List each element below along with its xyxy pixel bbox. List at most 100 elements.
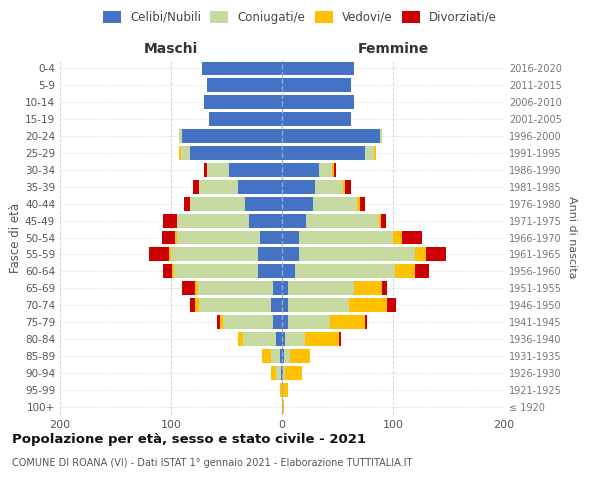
Bar <box>196 282 197 295</box>
Bar <box>190 298 196 312</box>
Bar <box>257 248 282 262</box>
Bar <box>379 214 381 228</box>
Bar <box>365 146 374 160</box>
Bar <box>282 230 299 244</box>
Bar <box>380 129 382 143</box>
Bar <box>284 349 290 363</box>
Bar <box>395 264 415 278</box>
Bar <box>181 146 190 160</box>
Bar <box>277 332 282 346</box>
Bar <box>206 78 282 92</box>
Bar <box>271 366 277 380</box>
Bar <box>262 349 271 363</box>
Bar <box>171 248 257 262</box>
Text: Femmine: Femmine <box>358 42 428 56</box>
Bar <box>290 349 310 363</box>
Bar <box>281 366 282 380</box>
Bar <box>282 197 313 210</box>
Bar <box>282 382 287 396</box>
Bar <box>295 264 395 278</box>
Bar <box>238 332 243 346</box>
Bar <box>282 163 319 177</box>
Bar <box>282 248 299 262</box>
Bar <box>176 214 249 228</box>
Text: COMUNE DI ROANA (VI) - Dati ISTAT 1° gennaio 2021 - Elaborazione TUTTITALIA.IT: COMUNE DI ROANA (VI) - Dati ISTAT 1° gen… <box>12 458 412 468</box>
Bar <box>299 230 393 244</box>
Bar <box>271 298 282 312</box>
Bar <box>319 163 332 177</box>
Bar <box>282 214 307 228</box>
Bar <box>179 129 182 143</box>
Bar <box>176 230 260 244</box>
Bar <box>316 180 343 194</box>
Bar <box>209 112 282 126</box>
Bar <box>163 214 176 228</box>
Bar <box>245 197 282 210</box>
Bar <box>282 400 284 413</box>
Bar <box>282 332 286 346</box>
Bar <box>179 146 181 160</box>
Bar <box>182 282 196 295</box>
Bar <box>330 315 365 329</box>
Bar <box>282 112 351 126</box>
Bar <box>282 298 287 312</box>
Bar <box>273 282 282 295</box>
Bar <box>277 366 281 380</box>
Bar <box>360 197 365 210</box>
Text: Popolazione per età, sesso e stato civile - 2021: Popolazione per età, sesso e stato civil… <box>12 432 366 446</box>
Bar <box>332 163 334 177</box>
Bar <box>271 349 280 363</box>
Y-axis label: Fasce di età: Fasce di età <box>9 202 22 272</box>
Bar <box>381 214 386 228</box>
Bar <box>223 315 273 329</box>
Bar <box>313 197 358 210</box>
Bar <box>282 62 354 76</box>
Bar <box>365 315 367 329</box>
Bar <box>260 230 282 244</box>
Bar <box>206 163 229 177</box>
Bar <box>193 180 199 194</box>
Bar <box>299 248 415 262</box>
Bar <box>305 332 338 346</box>
Bar <box>282 264 295 278</box>
Bar <box>374 146 376 160</box>
Bar <box>282 315 287 329</box>
Bar <box>282 349 284 363</box>
Bar <box>334 163 337 177</box>
Y-axis label: Anni di nascita: Anni di nascita <box>567 196 577 279</box>
Bar <box>286 366 302 380</box>
Bar <box>196 298 199 312</box>
Bar <box>257 264 282 278</box>
Bar <box>282 96 354 109</box>
Bar <box>273 315 282 329</box>
Bar <box>249 214 282 228</box>
Bar <box>204 96 282 109</box>
Bar <box>282 180 316 194</box>
Bar <box>204 163 206 177</box>
Bar <box>282 129 380 143</box>
Bar <box>199 298 271 312</box>
Bar <box>190 146 282 160</box>
Legend: Celibi/Nubili, Coniugati/e, Vedovi/e, Divorziati/e: Celibi/Nubili, Coniugati/e, Vedovi/e, Di… <box>98 6 502 28</box>
Bar <box>199 180 238 194</box>
Bar <box>238 180 282 194</box>
Bar <box>282 366 283 380</box>
Bar <box>163 264 172 278</box>
Bar <box>169 248 171 262</box>
Bar <box>243 332 277 346</box>
Bar <box>415 264 428 278</box>
Bar <box>402 230 422 244</box>
Bar <box>354 282 382 295</box>
Bar <box>229 163 282 177</box>
Bar <box>349 298 388 312</box>
Bar <box>182 129 282 143</box>
Bar <box>220 315 223 329</box>
Bar <box>287 315 330 329</box>
Bar <box>197 282 273 295</box>
Bar <box>175 230 176 244</box>
Bar <box>307 214 379 228</box>
Bar <box>286 332 305 346</box>
Bar <box>282 282 287 295</box>
Bar <box>217 315 220 329</box>
Bar <box>343 180 345 194</box>
